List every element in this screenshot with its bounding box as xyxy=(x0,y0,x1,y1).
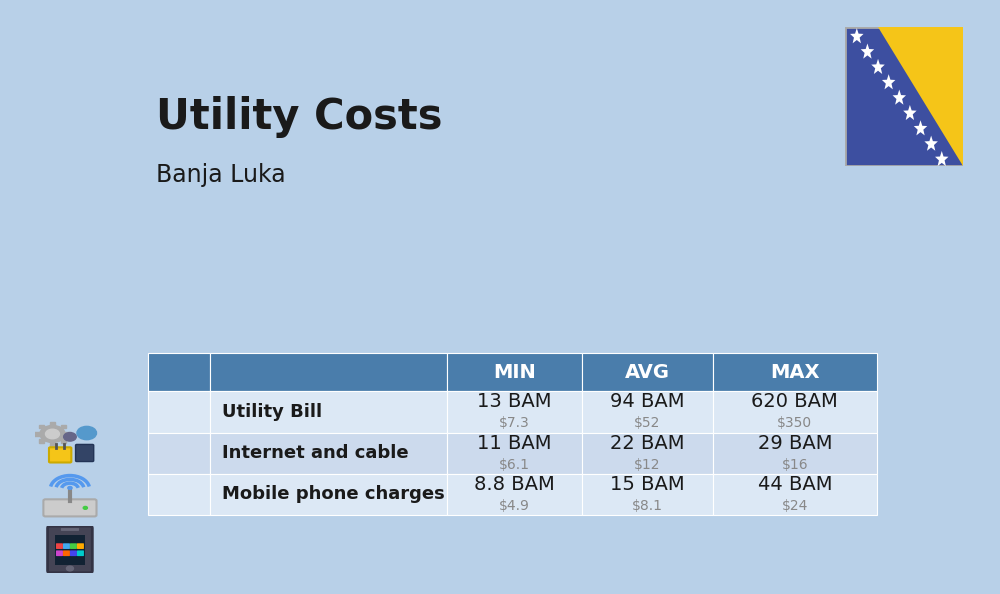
FancyBboxPatch shape xyxy=(56,544,63,549)
Circle shape xyxy=(66,566,73,571)
Text: MAX: MAX xyxy=(770,362,820,381)
Circle shape xyxy=(45,429,59,439)
FancyBboxPatch shape xyxy=(148,474,210,515)
Circle shape xyxy=(68,486,72,489)
FancyBboxPatch shape xyxy=(148,391,210,432)
Text: 94 BAM: 94 BAM xyxy=(610,393,685,412)
Text: 44 BAM: 44 BAM xyxy=(758,475,832,494)
Bar xyxy=(61,425,66,428)
FancyBboxPatch shape xyxy=(56,551,63,556)
Text: AVG: AVG xyxy=(625,362,670,381)
Text: $24: $24 xyxy=(782,499,808,513)
Circle shape xyxy=(64,432,76,441)
Polygon shape xyxy=(850,28,864,43)
Circle shape xyxy=(40,425,65,443)
Text: 29 BAM: 29 BAM xyxy=(758,434,832,453)
FancyBboxPatch shape xyxy=(210,353,447,391)
Polygon shape xyxy=(871,59,885,74)
FancyBboxPatch shape xyxy=(49,447,71,463)
Bar xyxy=(50,422,55,425)
Text: 8.8 BAM: 8.8 BAM xyxy=(474,475,555,494)
FancyBboxPatch shape xyxy=(76,444,94,462)
FancyBboxPatch shape xyxy=(713,432,877,474)
Polygon shape xyxy=(914,120,927,135)
Bar xyxy=(39,425,44,428)
Bar xyxy=(50,443,55,446)
Text: Internet and cable: Internet and cable xyxy=(222,444,408,462)
Text: $6.1: $6.1 xyxy=(499,457,530,472)
FancyBboxPatch shape xyxy=(48,526,92,573)
FancyBboxPatch shape xyxy=(70,544,77,549)
Text: Utility Bill: Utility Bill xyxy=(222,403,322,421)
FancyBboxPatch shape xyxy=(70,551,77,556)
Bar xyxy=(39,440,44,443)
Text: 22 BAM: 22 BAM xyxy=(610,434,685,453)
Polygon shape xyxy=(878,27,963,166)
FancyBboxPatch shape xyxy=(582,474,713,515)
Bar xyxy=(61,440,66,443)
FancyBboxPatch shape xyxy=(55,535,85,565)
FancyBboxPatch shape xyxy=(210,391,447,432)
Text: 13 BAM: 13 BAM xyxy=(477,393,552,412)
Text: 15 BAM: 15 BAM xyxy=(610,475,685,494)
FancyBboxPatch shape xyxy=(713,391,877,432)
FancyBboxPatch shape xyxy=(447,432,582,474)
Text: Banja Luka: Banja Luka xyxy=(156,163,286,187)
Text: $8.1: $8.1 xyxy=(632,499,663,513)
Polygon shape xyxy=(903,105,917,120)
FancyBboxPatch shape xyxy=(713,474,877,515)
FancyBboxPatch shape xyxy=(63,551,70,556)
Polygon shape xyxy=(861,43,874,59)
FancyBboxPatch shape xyxy=(148,353,210,391)
FancyBboxPatch shape xyxy=(582,391,713,432)
FancyBboxPatch shape xyxy=(845,27,963,166)
Text: $4.9: $4.9 xyxy=(499,499,530,513)
Text: $52: $52 xyxy=(634,416,660,431)
FancyBboxPatch shape xyxy=(447,474,582,515)
FancyBboxPatch shape xyxy=(713,353,877,391)
Bar xyxy=(65,432,71,436)
FancyBboxPatch shape xyxy=(447,353,582,391)
FancyBboxPatch shape xyxy=(210,432,447,474)
FancyBboxPatch shape xyxy=(447,391,582,432)
Circle shape xyxy=(83,507,87,509)
Bar xyxy=(34,432,40,436)
Text: 11 BAM: 11 BAM xyxy=(477,434,552,453)
Text: MIN: MIN xyxy=(493,362,536,381)
FancyBboxPatch shape xyxy=(582,353,713,391)
FancyBboxPatch shape xyxy=(43,500,97,516)
FancyBboxPatch shape xyxy=(77,544,84,549)
Text: Mobile phone charges: Mobile phone charges xyxy=(222,485,445,503)
Text: $350: $350 xyxy=(777,416,812,431)
Polygon shape xyxy=(935,151,948,166)
Text: Utility Costs: Utility Costs xyxy=(156,96,442,138)
Circle shape xyxy=(77,426,97,440)
Text: $16: $16 xyxy=(781,457,808,472)
Polygon shape xyxy=(893,90,906,105)
FancyBboxPatch shape xyxy=(61,528,79,531)
Polygon shape xyxy=(924,135,938,151)
Text: 620 BAM: 620 BAM xyxy=(751,393,838,412)
Polygon shape xyxy=(882,74,895,89)
FancyBboxPatch shape xyxy=(77,551,84,556)
Text: $7.3: $7.3 xyxy=(499,416,530,431)
Text: $12: $12 xyxy=(634,457,661,472)
FancyBboxPatch shape xyxy=(63,544,70,549)
FancyBboxPatch shape xyxy=(148,432,210,474)
FancyBboxPatch shape xyxy=(210,474,447,515)
FancyBboxPatch shape xyxy=(582,432,713,474)
